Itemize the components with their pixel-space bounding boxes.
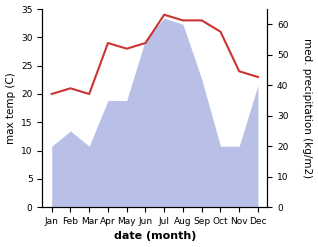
Y-axis label: max temp (C): max temp (C) xyxy=(5,72,16,144)
Y-axis label: med. precipitation (kg/m2): med. precipitation (kg/m2) xyxy=(302,38,313,178)
X-axis label: date (month): date (month) xyxy=(114,231,196,242)
